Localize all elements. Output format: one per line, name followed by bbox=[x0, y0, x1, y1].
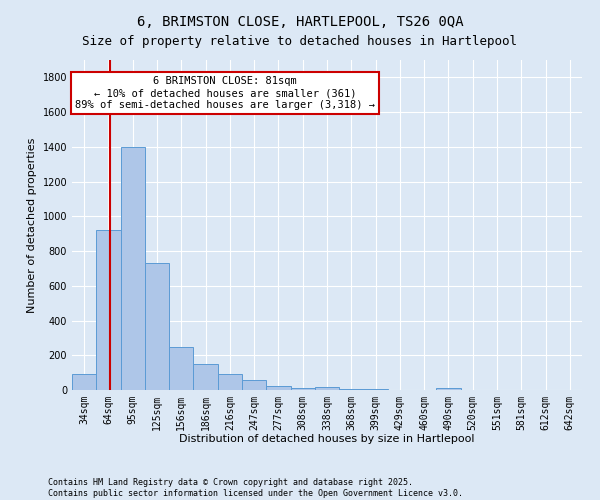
Text: Size of property relative to detached houses in Hartlepool: Size of property relative to detached ho… bbox=[83, 35, 517, 48]
Bar bbox=[96, 230, 121, 390]
Y-axis label: Number of detached properties: Number of detached properties bbox=[27, 138, 37, 312]
Bar bbox=[72, 374, 96, 390]
Text: Contains HM Land Registry data © Crown copyright and database right 2025.
Contai: Contains HM Land Registry data © Crown c… bbox=[48, 478, 463, 498]
Bar bbox=[364, 389, 388, 390]
Bar bbox=[145, 263, 169, 390]
Bar bbox=[242, 380, 266, 390]
Bar bbox=[121, 147, 145, 390]
Text: 6, BRIMSTON CLOSE, HARTLEPOOL, TS26 0QA: 6, BRIMSTON CLOSE, HARTLEPOOL, TS26 0QA bbox=[137, 15, 463, 29]
Bar bbox=[290, 388, 315, 390]
Bar bbox=[218, 374, 242, 390]
Bar bbox=[339, 389, 364, 390]
Bar bbox=[315, 386, 339, 390]
Bar bbox=[436, 388, 461, 390]
Bar bbox=[193, 364, 218, 390]
Bar bbox=[169, 346, 193, 390]
Text: 6 BRIMSTON CLOSE: 81sqm
← 10% of detached houses are smaller (361)
89% of semi-d: 6 BRIMSTON CLOSE: 81sqm ← 10% of detache… bbox=[75, 76, 375, 110]
Bar bbox=[266, 386, 290, 390]
X-axis label: Distribution of detached houses by size in Hartlepool: Distribution of detached houses by size … bbox=[179, 434, 475, 444]
